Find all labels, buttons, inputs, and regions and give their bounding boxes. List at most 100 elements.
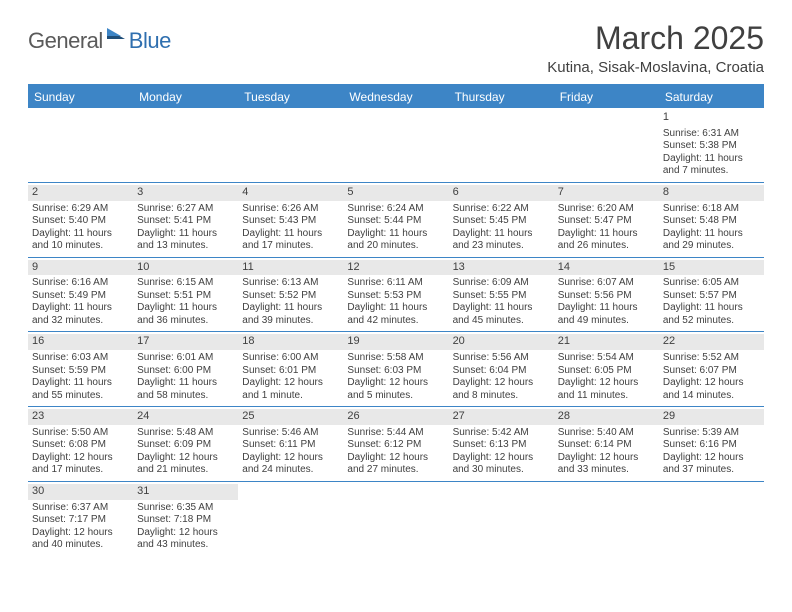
day-number: 25 (238, 409, 343, 425)
daylight-text: Daylight: 12 hours and 17 minutes. (32, 452, 129, 477)
calendar-cell: 4Sunrise: 6:26 AMSunset: 5:43 PMDaylight… (238, 182, 343, 257)
calendar-cell: 18Sunrise: 6:00 AMSunset: 6:01 PMDayligh… (238, 332, 343, 407)
location: Kutina, Sisak-Moslavina, Croatia (547, 59, 764, 76)
daylight-text: Daylight: 12 hours and 30 minutes. (453, 452, 550, 477)
calendar-cell: 25Sunrise: 5:46 AMSunset: 6:11 PMDayligh… (238, 407, 343, 482)
sunset-text: Sunset: 5:49 PM (32, 290, 129, 303)
daylight-text: Daylight: 11 hours and 55 minutes. (32, 377, 129, 402)
day-number: 9 (28, 260, 133, 276)
sunrise-text: Sunrise: 6:29 AM (32, 203, 129, 216)
logo: General Blue (28, 26, 171, 55)
sunset-text: Sunset: 5:44 PM (347, 215, 444, 228)
sunset-text: Sunset: 5:52 PM (242, 290, 339, 303)
daylight-text: Daylight: 11 hours and 26 minutes. (558, 228, 655, 253)
sunset-text: Sunset: 6:05 PM (558, 365, 655, 378)
daylight-text: Daylight: 11 hours and 49 minutes. (558, 302, 655, 327)
sunrise-text: Sunrise: 5:58 AM (347, 352, 444, 365)
day-number: 16 (28, 334, 133, 350)
day-number: 26 (343, 409, 448, 425)
sunrise-text: Sunrise: 6:03 AM (32, 352, 129, 365)
day-number: 8 (659, 185, 764, 201)
calendar-row: 9Sunrise: 6:16 AMSunset: 5:49 PM Daylight… (28, 257, 764, 332)
calendar-cell: 31Sunrise: 6:35 AMSunset: 7:18 PMDayligh… (133, 481, 238, 555)
sunset-text: Sunset: 6:03 PM (347, 365, 444, 378)
sunset-text: Sunset: 5:48 PM (663, 215, 760, 228)
calendar-cell (343, 481, 448, 555)
calendar-cell: 24Sunrise: 5:48 AMSunset: 6:09 PMDayligh… (133, 407, 238, 482)
day-number: 11 (238, 260, 343, 276)
calendar-cell (238, 481, 343, 555)
sunrise-text: Sunrise: 6:11 AM (347, 277, 444, 290)
sunset-text: Sunset: 6:08 PM (32, 439, 129, 452)
daylight-text: Daylight: 11 hours and 17 minutes. (242, 228, 339, 253)
sunrise-text: Sunrise: 6:26 AM (242, 203, 339, 216)
day-number: 27 (449, 409, 554, 425)
weekday-header: Thursday (449, 85, 554, 108)
day-number: 4 (238, 185, 343, 201)
calendar-row: 30Sunrise: 6:37 AMSunset: 7:17 PMDayligh… (28, 481, 764, 555)
weekday-header: Wednesday (343, 85, 448, 108)
sunset-text: Sunset: 6:14 PM (558, 439, 655, 452)
sunrise-text: Sunrise: 5:48 AM (137, 427, 234, 440)
daylight-text: Daylight: 12 hours and 43 minutes. (137, 527, 234, 552)
calendar-table: Sunday Monday Tuesday Wednesday Thursday… (28, 84, 764, 556)
day-number: 3 (133, 185, 238, 201)
daylight-text: Daylight: 11 hours and 45 minutes. (453, 302, 550, 327)
day-number: 7 (554, 185, 659, 201)
calendar-cell: 28Sunrise: 5:40 AMSunset: 6:14 PMDayligh… (554, 407, 659, 482)
sunset-text: Sunset: 5:57 PM (663, 290, 760, 303)
title-block: March 2025 Kutina, Sisak-Moslavina, Croa… (547, 20, 764, 76)
daylight-text: Daylight: 11 hours and 29 minutes. (663, 228, 760, 253)
sunset-text: Sunset: 6:00 PM (137, 365, 234, 378)
day-number: 13 (449, 260, 554, 276)
sunrise-text: Sunrise: 6:24 AM (347, 203, 444, 216)
sunrise-text: Sunrise: 6:35 AM (137, 502, 234, 515)
sunrise-text: Sunrise: 6:16 AM (32, 277, 129, 290)
sunrise-text: Sunrise: 6:13 AM (242, 277, 339, 290)
daylight-text: Daylight: 12 hours and 33 minutes. (558, 452, 655, 477)
day-number: 5 (343, 185, 448, 201)
sunrise-text: Sunrise: 6:27 AM (137, 203, 234, 216)
daylight-text: Daylight: 11 hours and 52 minutes. (663, 302, 760, 327)
daylight-text: Daylight: 11 hours and 13 minutes. (137, 228, 234, 253)
calendar-cell: 9Sunrise: 6:16 AMSunset: 5:49 PMDaylight… (28, 257, 133, 332)
calendar-cell: 11Sunrise: 6:13 AMSunset: 5:52 PMDayligh… (238, 257, 343, 332)
daylight-text: Daylight: 12 hours and 37 minutes. (663, 452, 760, 477)
sunrise-text: Sunrise: 6:22 AM (453, 203, 550, 216)
month-title: March 2025 (547, 20, 764, 57)
day-number: 14 (554, 260, 659, 276)
calendar-cell: 1Sunrise: 6:31 AMSunset: 5:38 PMDaylight… (659, 108, 764, 182)
daylight-text: Daylight: 11 hours and 23 minutes. (453, 228, 550, 253)
calendar-cell: 8Sunrise: 6:18 AMSunset: 5:48 PMDaylight… (659, 182, 764, 257)
sunset-text: Sunset: 6:11 PM (242, 439, 339, 452)
sunset-text: Sunset: 6:07 PM (663, 365, 760, 378)
day-number: 6 (449, 185, 554, 201)
calendar-cell: 15Sunrise: 6:05 AMSunset: 5:57 PMDayligh… (659, 257, 764, 332)
calendar-row: 2Sunrise: 6:29 AMSunset: 5:40 PMDaylight… (28, 182, 764, 257)
daylight-text: Daylight: 11 hours and 36 minutes. (137, 302, 234, 327)
calendar-cell (133, 108, 238, 182)
sunset-text: Sunset: 6:04 PM (453, 365, 550, 378)
day-number: 30 (28, 484, 133, 500)
calendar-cell: 23Sunrise: 5:50 AMSunset: 6:08 PMDayligh… (28, 407, 133, 482)
day-number: 24 (133, 409, 238, 425)
calendar-row: 1Sunrise: 6:31 AMSunset: 5:38 PMDaylight… (28, 108, 764, 182)
calendar-cell: 19Sunrise: 5:58 AMSunset: 6:03 PMDayligh… (343, 332, 448, 407)
daylight-text: Daylight: 12 hours and 40 minutes. (32, 527, 129, 552)
daylight-text: Daylight: 12 hours and 27 minutes. (347, 452, 444, 477)
daylight-text: Daylight: 11 hours and 20 minutes. (347, 228, 444, 253)
sunset-text: Sunset: 5:51 PM (137, 290, 234, 303)
day-number: 10 (133, 260, 238, 276)
logo-text-general: General (28, 28, 103, 54)
sunrise-text: Sunrise: 5:46 AM (242, 427, 339, 440)
day-number: 20 (449, 334, 554, 350)
weekday-header: Saturday (659, 85, 764, 108)
sunrise-text: Sunrise: 6:01 AM (137, 352, 234, 365)
weekday-header-row: Sunday Monday Tuesday Wednesday Thursday… (28, 85, 764, 108)
weekday-header: Sunday (28, 85, 133, 108)
sunrise-text: Sunrise: 6:31 AM (663, 128, 760, 141)
day-number: 1 (663, 110, 764, 126)
calendar-cell: 10Sunrise: 6:15 AMSunset: 5:51 PMDayligh… (133, 257, 238, 332)
calendar-cell (449, 108, 554, 182)
daylight-text: Daylight: 11 hours and 58 minutes. (137, 377, 234, 402)
